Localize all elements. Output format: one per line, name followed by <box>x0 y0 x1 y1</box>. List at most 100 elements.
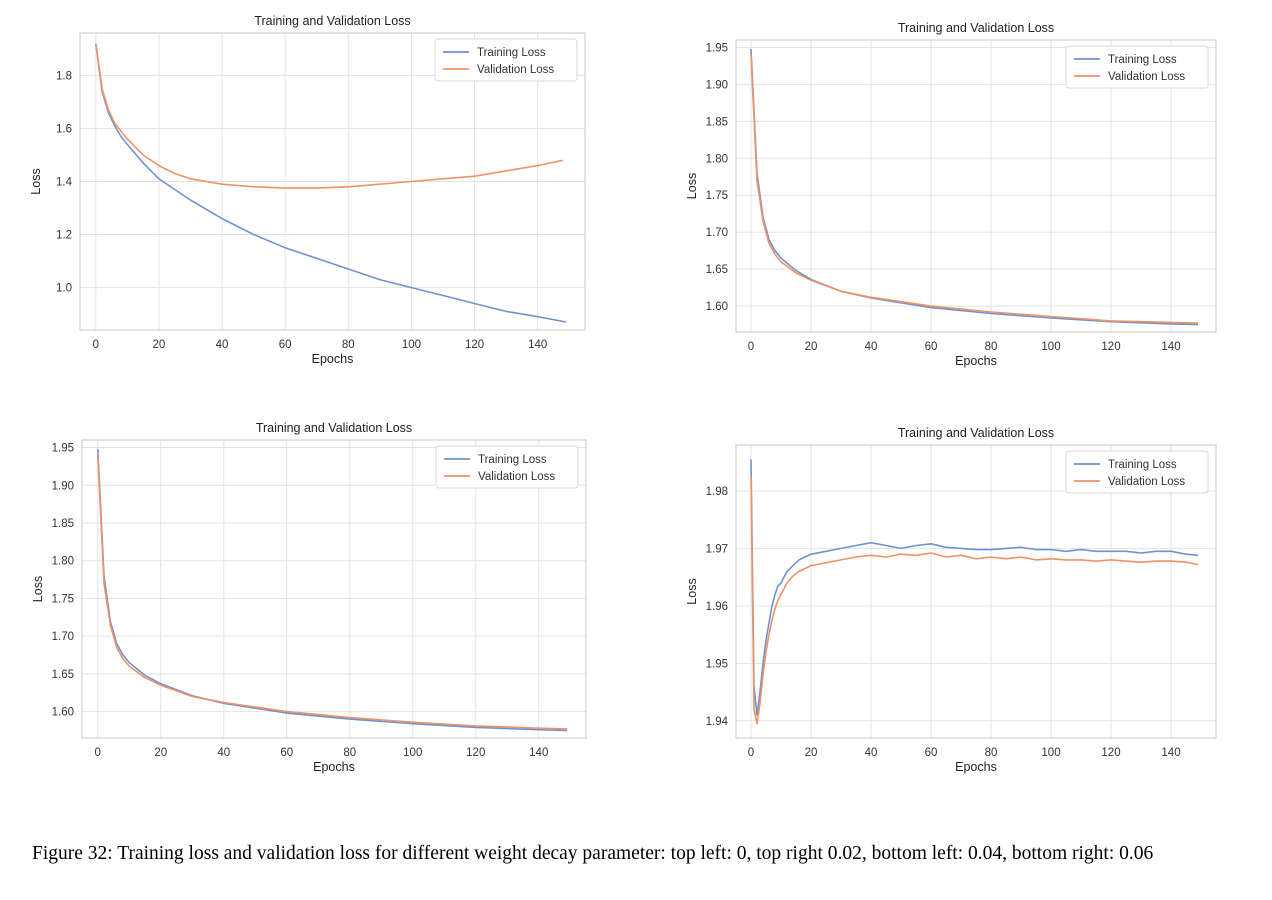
chart-title: Training and Validation Loss <box>898 426 1054 440</box>
series-line <box>97 455 568 730</box>
plot-frame <box>81 439 587 739</box>
y-tick-label: 1.95 <box>706 658 728 670</box>
x-tick-label: 60 <box>279 339 292 351</box>
x-tick-label: 120 <box>465 339 484 351</box>
y-axis-label: Loss <box>685 173 699 199</box>
y-tick-label: 1.75 <box>52 593 74 605</box>
x-axis-label: Epochs <box>312 352 354 366</box>
x-tick-label: 20 <box>805 341 818 353</box>
y-tick-label: 1.90 <box>706 79 728 91</box>
x-tick-label: 120 <box>1101 341 1120 353</box>
x-tick-label: 40 <box>865 747 878 759</box>
legend-label: Training Loss <box>1108 54 1177 66</box>
y-axis-label: Loss <box>685 578 699 604</box>
x-tick-label: 40 <box>217 747 230 759</box>
x-tick-label: 40 <box>216 339 229 351</box>
y-tick-label: 1.85 <box>52 518 74 530</box>
x-tick-label: 60 <box>280 747 293 759</box>
y-tick-label: 1.97 <box>706 543 728 555</box>
legend-box <box>1065 450 1209 494</box>
x-axis-label: Epochs <box>955 354 997 368</box>
y-tick-label: 1.70 <box>706 227 728 239</box>
x-tick-label: 0 <box>93 339 99 351</box>
y-tick-label: 1.95 <box>706 42 728 54</box>
legend-box <box>434 38 578 82</box>
legend-box <box>435 445 579 489</box>
x-tick-label: 0 <box>748 747 754 759</box>
legend-label: Training Loss <box>478 454 547 466</box>
y-tick-label: 1.80 <box>52 556 74 568</box>
series-line <box>97 449 568 732</box>
y-tick-label: 1.60 <box>706 301 728 313</box>
plot-frame <box>735 444 1217 739</box>
series-line <box>750 476 1199 725</box>
chart-svg: 0 20 40 60 80 100 120 140 1.94 1.95 1.96 1.97 1.98 Tr… <box>685 426 1217 774</box>
y-tick-label: 1.6 <box>56 123 72 135</box>
y-tick-label: 1.80 <box>706 153 728 165</box>
series-line <box>95 43 564 189</box>
y-tick-label: 1.65 <box>52 669 74 681</box>
chart-svg: 0 20 40 60 80 100 120 140 1.0 1.2 1.4 1.6 1.8 Trainin… <box>29 14 586 366</box>
x-tick-label: 100 <box>402 339 421 351</box>
y-tick-label: 1.60 <box>52 707 74 719</box>
x-tick-label: 80 <box>342 339 355 351</box>
x-axis-label: Epochs <box>955 760 997 774</box>
y-tick-label: 1.65 <box>706 264 728 276</box>
x-tick-label: 120 <box>466 747 485 759</box>
figure-caption: Figure 32: Training loss and validation … <box>32 843 1154 864</box>
y-tick-label: 1.94 <box>706 716 729 728</box>
chart-svg: 0 20 40 60 80 100 120 140 1.60 1.65 1.70 1.75 1.80 1.… <box>31 421 587 774</box>
x-tick-label: 100 <box>403 747 422 759</box>
legend-label: Validation Loss <box>1108 476 1185 488</box>
y-tick-label: 1.96 <box>706 601 728 613</box>
series-line <box>750 459 1199 716</box>
y-axis-label: Loss <box>29 168 43 194</box>
series-line <box>750 54 1199 324</box>
y-tick-label: 1.98 <box>706 486 728 498</box>
x-tick-label: 140 <box>1161 747 1180 759</box>
y-tick-label: 1.8 <box>56 70 72 82</box>
chart-bottom-left: 0 20 40 60 80 100 120 140 1.60 1.65 1.70 1.75 1.80 1.… <box>0 408 636 808</box>
x-tick-label: 0 <box>95 747 101 759</box>
y-tick-label: 1.85 <box>706 116 728 128</box>
chart-bottom-right: 0 20 40 60 80 100 120 140 1.94 1.95 1.96 1.97 1.98 Tr… <box>636 408 1272 808</box>
chart-title: Training and Validation Loss <box>256 421 412 435</box>
x-tick-label: 140 <box>528 339 547 351</box>
x-tick-label: 100 <box>1041 747 1060 759</box>
y-tick-label: 1.75 <box>706 190 728 202</box>
chart-top-right: 0 20 40 60 80 100 120 140 1.60 1.65 1.70 1.75 1.80 1.… <box>636 0 1272 400</box>
x-axis-label: Epochs <box>313 760 355 774</box>
x-tick-label: 40 <box>865 341 878 353</box>
plot-frame <box>79 32 586 331</box>
x-tick-label: 140 <box>1161 341 1180 353</box>
y-tick-label: 1.95 <box>52 443 74 455</box>
legend-label: Validation Loss <box>477 64 554 76</box>
x-tick-label: 80 <box>985 747 998 759</box>
x-tick-label: 0 <box>748 341 754 353</box>
x-tick-label: 120 <box>1101 747 1120 759</box>
x-tick-label: 60 <box>925 747 938 759</box>
y-tick-label: 1.2 <box>56 230 72 242</box>
x-tick-label: 20 <box>154 747 167 759</box>
x-tick-label: 100 <box>1041 341 1060 353</box>
chart-title: Training and Validation Loss <box>254 14 410 28</box>
series-line <box>95 43 567 323</box>
y-tick-label: 1.0 <box>56 283 72 295</box>
legend-label: Validation Loss <box>478 471 555 483</box>
legend-label: Training Loss <box>1108 459 1177 471</box>
x-tick-label: 20 <box>805 747 818 759</box>
x-tick-label: 140 <box>529 747 548 759</box>
y-tick-label: 1.4 <box>56 177 73 189</box>
chart-svg: 0 20 40 60 80 100 120 140 1.60 1.65 1.70 1.75 1.80 1.… <box>685 21 1217 368</box>
y-tick-label: 1.70 <box>52 631 74 643</box>
y-tick-label: 1.90 <box>52 480 74 492</box>
chart-top-left: 0 20 40 60 80 100 120 140 1.0 1.2 1.4 1.6 1.8 Trainin… <box>0 0 636 400</box>
chart-title: Training and Validation Loss <box>898 21 1054 35</box>
legend-label: Validation Loss <box>1108 71 1185 83</box>
plot-frame <box>735 39 1217 333</box>
x-tick-label: 60 <box>925 341 938 353</box>
x-tick-label: 80 <box>985 341 998 353</box>
legend-box <box>1065 45 1209 89</box>
x-tick-label: 20 <box>153 339 166 351</box>
legend-label: Training Loss <box>477 47 546 59</box>
